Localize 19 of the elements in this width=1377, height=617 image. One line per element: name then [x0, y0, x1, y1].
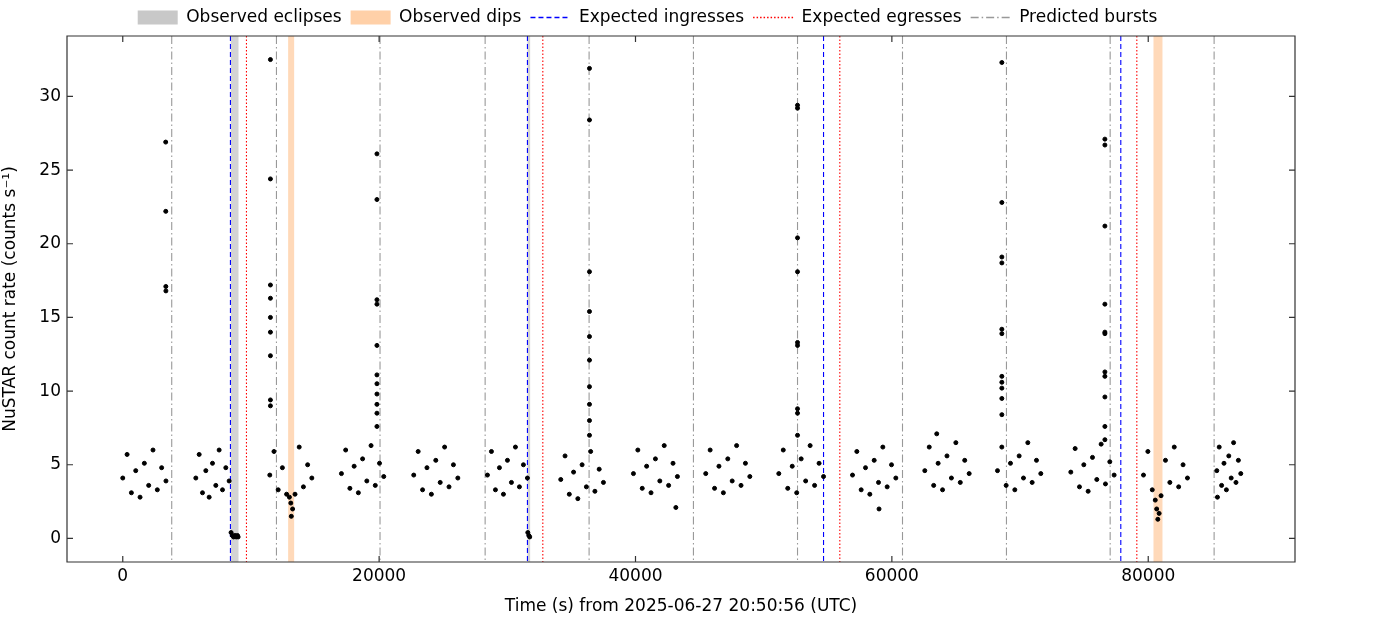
legend-label: Expected egresses — [801, 5, 962, 26]
y-tick-label: 10 — [39, 379, 61, 400]
y-tick-label: 25 — [39, 158, 61, 179]
x-tick-label: 60000 — [864, 564, 919, 585]
x-tick-label: 80000 — [1121, 564, 1176, 585]
x-tick-label: 40000 — [608, 564, 663, 585]
y-tick-label: 20 — [39, 232, 61, 253]
x-tick-label: 0 — [117, 564, 129, 585]
y-tick-label: 5 — [50, 453, 61, 474]
legend-label: Observed dips — [399, 5, 522, 26]
y-tick-label: 0 — [50, 526, 61, 547]
x-axis-title: Time (s) from 2025-06-27 20:50:56 (UTC) — [503, 595, 858, 616]
legend-label: Predicted bursts — [1019, 5, 1158, 26]
legend-label: Expected ingresses — [578, 5, 745, 26]
y-tick-label: 30 — [39, 84, 61, 105]
y-tick-label: 15 — [39, 305, 61, 326]
x-tick-label: 20000 — [352, 564, 407, 585]
y-axis-title: NuSTAR count rate (counts s⁻¹) — [0, 166, 19, 432]
legend-label: Observed eclipses — [186, 5, 342, 26]
